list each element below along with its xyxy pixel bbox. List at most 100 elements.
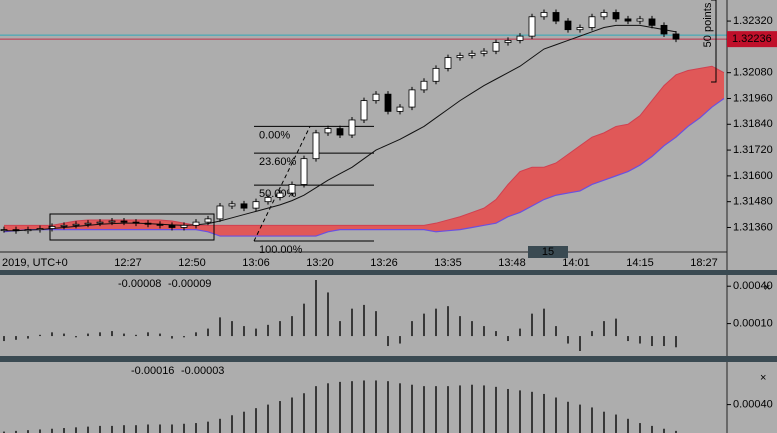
cloud-segment	[604, 126, 616, 181]
candle	[468, 52, 476, 56]
osc-readout: -0.00003	[181, 365, 224, 377]
cloud-segment	[664, 74, 676, 146]
panel-divider	[0, 356, 777, 362]
cloud-segment	[220, 225, 232, 237]
candle	[24, 229, 32, 232]
candle	[72, 223, 80, 226]
scroll-indicator	[528, 246, 568, 258]
candle	[96, 221, 104, 224]
candle	[108, 220, 116, 223]
candle	[336, 128, 344, 136]
cloud-segment	[304, 225, 316, 237]
osc-readout: -0.00016	[131, 365, 174, 377]
candle	[120, 220, 128, 223]
cloud-segment	[76, 219, 88, 230]
x-tick-label: 13:26	[370, 257, 398, 269]
candle	[132, 221, 140, 224]
candle	[12, 229, 20, 232]
candle	[600, 12, 608, 18]
candle	[216, 205, 224, 220]
cloud-segment	[520, 167, 532, 213]
candle	[384, 93, 392, 112]
candle	[612, 12, 620, 20]
fib-trend	[253, 126, 311, 242]
cloud-segment	[508, 171, 520, 217]
x-tick-label: 18:27	[690, 257, 718, 269]
cloud-segment	[292, 225, 304, 237]
cloud-segment	[472, 208, 484, 228]
candle	[204, 218, 212, 223]
cloud-segment	[568, 145, 580, 194]
y-tick-label: 1.31720	[733, 144, 773, 156]
close-button[interactable]: ×	[764, 282, 770, 294]
candle	[36, 228, 44, 231]
candle	[300, 158, 308, 185]
y-tick-label: 1.31480	[733, 196, 773, 208]
cloud-segment	[436, 219, 448, 232]
cloud-segment	[364, 225, 376, 230]
cloud-segment	[388, 225, 400, 230]
cloud-segment	[556, 154, 568, 196]
cloud-segment	[628, 115, 640, 172]
candle	[228, 203, 236, 207]
y-tick-label: 1.32320	[733, 15, 773, 27]
cloud-segment	[688, 68, 700, 127]
cloud-segment	[232, 225, 244, 237]
candle	[240, 203, 248, 209]
candle	[84, 222, 92, 225]
candle	[660, 24, 668, 35]
candle	[252, 201, 260, 209]
candle	[324, 128, 332, 134]
candle	[576, 27, 584, 31]
cloud-segment	[256, 225, 268, 237]
close-button[interactable]: ×	[760, 372, 766, 384]
candle	[564, 20, 572, 31]
cloud-segment	[448, 216, 460, 231]
candle	[48, 226, 56, 229]
candle	[360, 100, 368, 121]
cloud-segment	[460, 212, 472, 230]
y-tick-label: 1.31960	[733, 92, 773, 104]
candle	[156, 223, 164, 226]
cloud-segment	[316, 225, 328, 237]
cloud-segment	[592, 132, 604, 185]
cloud-segment	[652, 85, 664, 157]
candle	[192, 221, 200, 226]
candle	[480, 50, 488, 54]
candle	[672, 33, 680, 40]
cloud-segment	[640, 100, 652, 166]
candle	[456, 55, 464, 59]
candle	[588, 16, 596, 28]
current-price-label: 1.32236	[732, 33, 772, 45]
x-tick-label: 12:27	[114, 257, 142, 269]
x-tick-label: 13:35	[434, 257, 462, 269]
y-tick-label: 0.00040	[733, 399, 773, 411]
x-tick-label: 12:50	[178, 257, 206, 269]
candle	[372, 93, 380, 102]
x-tick-label: 14:15	[626, 257, 654, 269]
candle	[552, 12, 560, 22]
candle	[288, 184, 296, 194]
current-price-tag	[727, 31, 777, 48]
cloud-segment	[280, 225, 292, 237]
cloud-segment	[244, 225, 256, 237]
cloud-segment	[544, 162, 556, 200]
cloud-segment	[700, 66, 712, 118]
candle	[264, 196, 272, 203]
osc-readout: -0.00008	[118, 278, 161, 290]
candle	[60, 224, 68, 227]
cloud-segment	[580, 137, 592, 191]
osc-readout: -0.00009	[168, 278, 211, 290]
cloud-segment	[376, 225, 388, 230]
cloud-segment	[148, 219, 160, 230]
y-tick-label: 0.00040	[733, 280, 773, 292]
cloud-segment	[400, 225, 412, 230]
candle	[144, 222, 152, 225]
candle	[276, 192, 284, 198]
y-tick-label: 1.31840	[733, 118, 773, 130]
candle	[624, 18, 632, 22]
selection-box[interactable]	[49, 213, 215, 241]
moving-average	[4, 24, 677, 232]
